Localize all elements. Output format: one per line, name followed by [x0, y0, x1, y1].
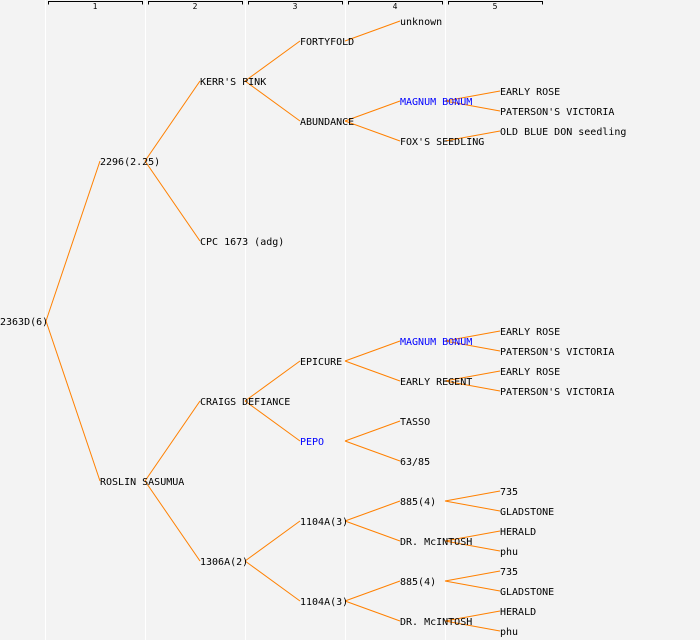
generation-label: 2 — [193, 2, 198, 11]
pedigree-edge — [344, 340, 401, 362]
pedigree-edge — [344, 600, 401, 622]
pedigree-edge — [444, 330, 501, 342]
pedigree-edge — [344, 120, 401, 142]
pedigree-node[interactable]: MAGNUM BONUM — [400, 97, 472, 108]
pedigree-edge — [444, 610, 501, 622]
pedigree-node[interactable]: phu — [500, 627, 518, 638]
pedigree-edge — [244, 400, 301, 442]
pedigree-node[interactable]: EARLY ROSE — [500, 327, 560, 338]
pedigree-edge — [244, 560, 301, 602]
pedigree-node[interactable]: PATERSON'S VICTORIA — [500, 107, 614, 118]
pedigree-node[interactable]: ROSLIN SASUMUA — [100, 477, 184, 488]
generation-bracket — [48, 1, 143, 5]
generation-label: 1 — [93, 2, 98, 11]
pedigree-node[interactable]: 735 — [500, 567, 518, 578]
pedigree-edge — [344, 20, 401, 42]
pedigree-node[interactable]: FOX'S SEEDLING — [400, 137, 484, 148]
pedigree-edge — [444, 370, 501, 382]
pedigree-node[interactable]: 885(4) — [400, 577, 436, 588]
pedigree-node[interactable]: EARLY REGENT — [400, 377, 472, 388]
pedigree-edge — [244, 40, 301, 82]
pedigree-node[interactable]: unknown — [400, 17, 442, 28]
pedigree-node[interactable]: 2296(2.25) — [100, 157, 160, 168]
pedigree-edge — [444, 90, 501, 102]
pedigree-node[interactable]: GLADSTONE — [500, 587, 554, 598]
generation-label: 4 — [393, 2, 398, 11]
pedigree-edge — [45, 320, 101, 482]
pedigree-edge — [444, 500, 501, 512]
pedigree-node[interactable]: TASSO — [400, 417, 430, 428]
pedigree-node[interactable]: PATERSON'S VICTORIA — [500, 347, 614, 358]
pedigree-node[interactable]: HERALD — [500, 527, 536, 538]
pedigree-node[interactable]: EARLY ROSE — [500, 87, 560, 98]
pedigree-edge — [344, 500, 401, 522]
pedigree-node[interactable]: HERALD — [500, 607, 536, 618]
generation-bracket — [348, 1, 443, 5]
pedigree-edge — [244, 80, 301, 122]
pedigree-edge — [444, 530, 501, 542]
pedigree-node[interactable]: KERR'S PINK — [200, 77, 266, 88]
pedigree-edge — [444, 380, 501, 392]
pedigree-edge — [344, 420, 401, 442]
pedigree-edge — [444, 340, 501, 352]
pedigree-edge — [444, 540, 501, 552]
pedigree-node[interactable]: 735 — [500, 487, 518, 498]
pedigree-edge — [344, 360, 401, 382]
pedigree-node[interactable]: OLD BLUE DON seedling — [500, 127, 626, 138]
generation-bracket — [248, 1, 343, 5]
pedigree-edge — [344, 100, 401, 122]
pedigree-node[interactable]: CPC 1673 (adg) — [200, 237, 284, 248]
pedigree-edge — [344, 520, 401, 542]
pedigree-node[interactable]: PATERSON'S VICTORIA — [500, 387, 614, 398]
pedigree-edge — [244, 520, 301, 562]
generation-label: 3 — [293, 2, 298, 11]
pedigree-node[interactable]: 885(4) — [400, 497, 436, 508]
pedigree-node[interactable]: ABUNDANCE — [300, 117, 354, 128]
pedigree-edge — [344, 580, 401, 602]
pedigree-node[interactable]: 2363D(6) — [0, 317, 48, 328]
pedigree-edge — [244, 360, 301, 402]
pedigree-edge — [444, 100, 501, 112]
pedigree-edge — [444, 490, 501, 502]
pedigree-edge — [144, 480, 201, 562]
generation-label: 5 — [493, 2, 498, 11]
generation-bracket — [148, 1, 243, 5]
pedigree-edge — [444, 570, 501, 582]
pedigree-edge — [144, 400, 201, 482]
pedigree-edge — [444, 620, 501, 632]
pedigree-node[interactable]: 1104A(3) — [300, 517, 348, 528]
generation-bracket — [448, 1, 543, 5]
pedigree-edge — [444, 580, 501, 592]
pedigree-node[interactable]: 1104A(3) — [300, 597, 348, 608]
pedigree-edge — [444, 130, 501, 142]
pedigree-edge — [344, 440, 401, 462]
pedigree-edge — [144, 160, 201, 242]
pedigree-node[interactable]: EARLY ROSE — [500, 367, 560, 378]
pedigree-node[interactable]: FORTYFOLD — [300, 37, 354, 48]
pedigree-node[interactable]: CRAIGS DEFIANCE — [200, 397, 290, 408]
pedigree-node[interactable]: MAGNUM BONUM — [400, 337, 472, 348]
pedigree-node[interactable]: 63/85 — [400, 457, 430, 468]
pedigree-node[interactable]: 1306A(2) — [200, 557, 248, 568]
pedigree-node[interactable]: DR. McINTOSH — [400, 617, 472, 628]
pedigree-edge — [144, 80, 201, 162]
pedigree-edge — [45, 160, 101, 322]
pedigree-node[interactable]: phu — [500, 547, 518, 558]
pedigree-node[interactable]: GLADSTONE — [500, 507, 554, 518]
pedigree-node[interactable]: PEPO — [300, 437, 324, 448]
pedigree-node[interactable]: EPICURE — [300, 357, 342, 368]
pedigree-node[interactable]: DR. McINTOSH — [400, 537, 472, 548]
